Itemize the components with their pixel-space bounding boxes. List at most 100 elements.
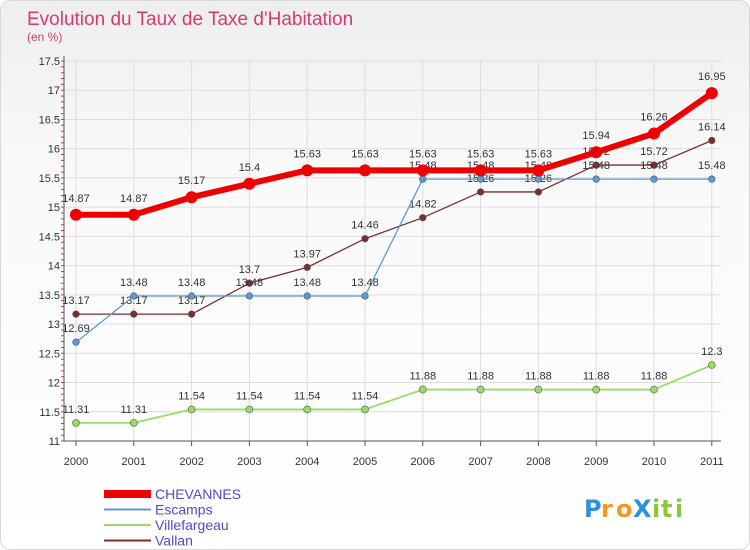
y-tick-label: 17.5 xyxy=(39,56,60,68)
data-point xyxy=(130,310,138,318)
data-label: 13.48 xyxy=(178,277,206,289)
data-point xyxy=(708,175,716,183)
y-tick-label: 17 xyxy=(48,85,60,97)
proxiti-logo: P r o X i t i xyxy=(584,495,683,523)
data-label: 12.3 xyxy=(701,346,722,358)
series-layer: 13.1713.1713.1713.713.9714.4614.8215.261… xyxy=(62,71,726,427)
data-label: 15.72 xyxy=(640,146,668,158)
axes: 11 11.5 12 12.5 13 13.5 14 14.5 15 15.5 16 16.5 17 17… xyxy=(39,56,724,468)
legend-label: CHEVANNES xyxy=(155,486,241,502)
data-label: 15.63 xyxy=(409,148,437,160)
data-label: 16.95 xyxy=(698,71,726,83)
data-label: 13.17 xyxy=(120,295,148,307)
data-point xyxy=(243,177,256,190)
data-label: 15.94 xyxy=(582,130,610,142)
data-label: 11.88 xyxy=(467,371,494,383)
data-label: 13.17 xyxy=(62,295,90,307)
data-label: 14.46 xyxy=(351,220,379,232)
data-label: 11.54 xyxy=(352,390,379,402)
y-tick-label: 16.5 xyxy=(39,114,60,126)
logo-letter: P xyxy=(584,495,602,523)
data-point xyxy=(245,279,253,287)
data-point xyxy=(361,235,369,243)
data-point xyxy=(70,208,82,221)
series-line xyxy=(76,139,713,315)
data-label: 14.87 xyxy=(120,193,148,205)
y-tick-label: 15.5 xyxy=(39,173,60,185)
data-label: 16.26 xyxy=(640,111,668,123)
data-point xyxy=(303,405,312,414)
data-point xyxy=(185,191,198,204)
data-point xyxy=(419,175,427,183)
data-label: 15.63 xyxy=(351,148,379,160)
data-label: 11.88 xyxy=(583,371,610,383)
data-label: 13.48 xyxy=(293,277,321,289)
data-point xyxy=(359,164,371,177)
data-label: 15.48 xyxy=(640,160,668,172)
data-point xyxy=(707,361,716,369)
data-label: 14.87 xyxy=(62,193,90,205)
data-point xyxy=(477,188,485,196)
data-label: 16.14 xyxy=(698,122,726,134)
x-tick-label: 2007 xyxy=(468,456,492,468)
data-point xyxy=(72,310,80,318)
series-line xyxy=(76,364,713,424)
data-label: 15.48 xyxy=(582,160,610,172)
legend-label: Escamps xyxy=(155,502,213,518)
x-tick-label: 2010 xyxy=(642,456,666,468)
data-label: 13.7 xyxy=(239,264,260,276)
series-villefargeau: 11.31 11.31 11.54 11.54 11.54 11.54 11.88 11.88… xyxy=(63,346,723,427)
data-point xyxy=(534,385,543,394)
data-point xyxy=(418,385,427,394)
x-tick-label: 2005 xyxy=(353,456,377,468)
data-point xyxy=(187,405,196,414)
chart-subtitle: (en %) xyxy=(27,30,62,44)
y-tick-label: 11 xyxy=(49,436,60,448)
y-tick-label: 16 xyxy=(48,144,60,156)
data-label: 13.17 xyxy=(178,295,206,307)
y-tick-label: 15 xyxy=(48,202,60,214)
data-label: 13.97 xyxy=(293,248,321,260)
data-label: 11.54 xyxy=(236,390,263,402)
data-point xyxy=(650,161,658,169)
data-label: 15.17 xyxy=(178,175,206,187)
data-point xyxy=(708,136,716,145)
y-tick-label: 12.5 xyxy=(39,348,60,360)
logo-letter: i xyxy=(652,495,660,523)
data-point xyxy=(590,146,603,159)
data-point xyxy=(592,161,600,169)
x-tick-label: 2008 xyxy=(526,456,550,468)
y-tick-label: 13.5 xyxy=(39,290,60,302)
data-label: 15.4 xyxy=(239,162,260,174)
data-point xyxy=(130,419,138,427)
data-label: 14.82 xyxy=(409,199,437,211)
data-point xyxy=(303,292,311,300)
x-tick-label: 2004 xyxy=(295,456,319,468)
series-vallan: 13.1713.1713.1713.713.9714.4614.8215.261… xyxy=(62,122,726,318)
data-label: 11.54 xyxy=(178,390,205,402)
x-tick-label: 2011 xyxy=(700,456,724,468)
x-tick-label: 2003 xyxy=(237,456,261,468)
data-point xyxy=(361,405,369,414)
data-point xyxy=(188,292,196,300)
data-point xyxy=(303,263,311,271)
data-point xyxy=(477,175,485,183)
logo-letter: t xyxy=(661,495,672,523)
data-point xyxy=(534,188,543,196)
data-label: 15.63 xyxy=(525,148,553,160)
data-point xyxy=(245,405,254,414)
series-line xyxy=(75,178,712,343)
x-tick-label: 2002 xyxy=(179,456,203,468)
grid xyxy=(64,60,721,442)
data-point xyxy=(650,175,658,183)
data-label: 11.31 xyxy=(120,404,147,416)
data-point xyxy=(534,175,543,183)
data-label: 11.88 xyxy=(525,371,552,383)
y-tick-label: 12 xyxy=(48,378,60,390)
data-label: 12.69 xyxy=(62,323,90,335)
data-label: 13.48 xyxy=(120,277,148,289)
series-escamps: 12.69 13.48 13.48 13.48 13.48 13.48 15.48 15.48… xyxy=(62,160,726,346)
